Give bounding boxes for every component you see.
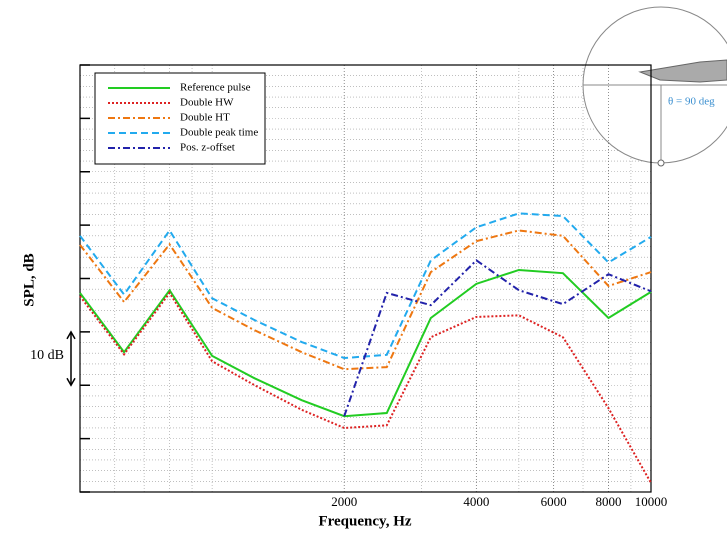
legend-label: Double HT xyxy=(180,112,230,124)
series-line xyxy=(79,268,652,418)
inset-point xyxy=(657,159,665,167)
scale-bar-label: 10 dB xyxy=(30,348,64,363)
x-tick-label: 2000 xyxy=(331,494,357,509)
x-tick-label: 10000 xyxy=(635,494,668,509)
series-line xyxy=(79,291,652,484)
grid xyxy=(80,65,651,492)
x-axis-label: Frequency, Hz xyxy=(318,513,411,529)
annotation: θ = 90 deg xyxy=(668,96,715,108)
inset-diagram: θ = 90 deg xyxy=(582,6,727,167)
x-tick-label: 4000 xyxy=(463,494,489,509)
series-line xyxy=(343,259,652,417)
legend-label: Reference pulse xyxy=(180,82,251,94)
legend-label: Pos. z-offset xyxy=(180,142,235,154)
series-line xyxy=(79,229,652,371)
scale-arrow xyxy=(66,330,76,387)
legend: Reference pulse Double HW Double HT Double … xyxy=(94,72,266,165)
aircraft-icon xyxy=(638,59,727,83)
x-tick-label: 8000 xyxy=(595,494,621,509)
plot-frame xyxy=(79,64,652,493)
y-axis-label: SPL, dB xyxy=(21,253,37,306)
series-line xyxy=(79,212,652,360)
legend-label: Double HW xyxy=(180,97,234,109)
legend-label: Double peak time xyxy=(180,127,258,139)
x-tick-label: 6000 xyxy=(541,494,567,509)
